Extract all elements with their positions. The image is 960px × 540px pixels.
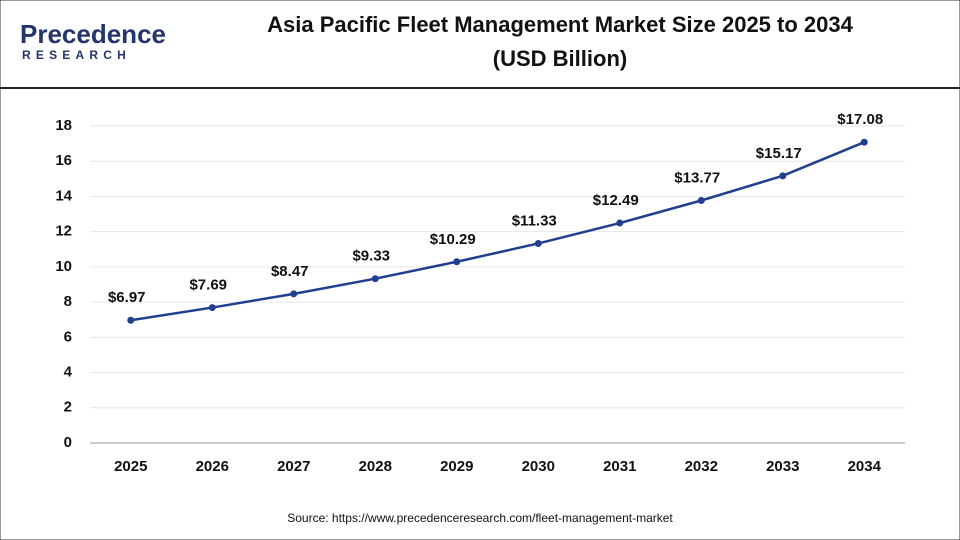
x-tick-label: 2030 <box>522 458 555 475</box>
point <box>290 290 298 298</box>
logo-tagline: RESEARCH <box>22 48 131 62</box>
y-tick-label: 6 <box>64 328 72 345</box>
y-tick-label: 10 <box>55 258 72 275</box>
data-label: $6.97 <box>108 289 146 306</box>
point <box>697 196 705 204</box>
x-tick-label: 2031 <box>603 458 636 475</box>
logo-name: Precedence <box>20 19 166 49</box>
data-label: $8.47 <box>271 263 309 280</box>
data-label: $11.33 <box>512 212 557 229</box>
line <box>130 141 865 322</box>
y-tick-label: 2 <box>64 399 72 416</box>
x-tick-label: 2029 <box>440 458 473 475</box>
x-tick-label: 2026 <box>196 458 229 475</box>
point <box>127 316 135 324</box>
source: Source: https://www.precedenceresearch.c… <box>287 511 673 525</box>
point <box>779 172 787 180</box>
point <box>534 239 542 247</box>
x-tick-label: 2032 <box>685 458 718 475</box>
x-tick-label: 2025 <box>114 458 147 475</box>
y-tick-label: 18 <box>55 117 72 134</box>
data-label: $17.08 <box>837 111 883 128</box>
y-tick-label: 16 <box>55 152 72 169</box>
data-label: $7.69 <box>189 277 227 294</box>
chart-title: (USD Billion) <box>493 46 627 71</box>
data-label: $9.33 <box>352 248 390 265</box>
y-tick-label: 0 <box>64 434 72 451</box>
y-tick-label: 14 <box>55 187 72 204</box>
y-tick-label: 12 <box>55 223 72 240</box>
data-label: $12.49 <box>593 192 639 209</box>
x-tick-label: 2033 <box>766 458 799 475</box>
y-tick-label: 8 <box>64 293 72 310</box>
point <box>208 304 216 312</box>
point <box>860 138 868 146</box>
point <box>453 258 461 266</box>
x-tick-label: 2028 <box>359 458 392 475</box>
data-label: $10.29 <box>430 231 476 248</box>
x-tick-label: 2027 <box>277 458 310 475</box>
chart-title: Asia Pacific Fleet Management Market Siz… <box>267 12 853 37</box>
point <box>616 219 624 227</box>
point <box>371 275 379 283</box>
data-label: $15.17 <box>756 145 802 162</box>
x-tick-label: 2034 <box>848 458 882 475</box>
logo: Precedence RESEARCH <box>20 19 166 62</box>
y-tick-label: 4 <box>64 364 73 381</box>
data-label: $13.77 <box>674 169 720 186</box>
